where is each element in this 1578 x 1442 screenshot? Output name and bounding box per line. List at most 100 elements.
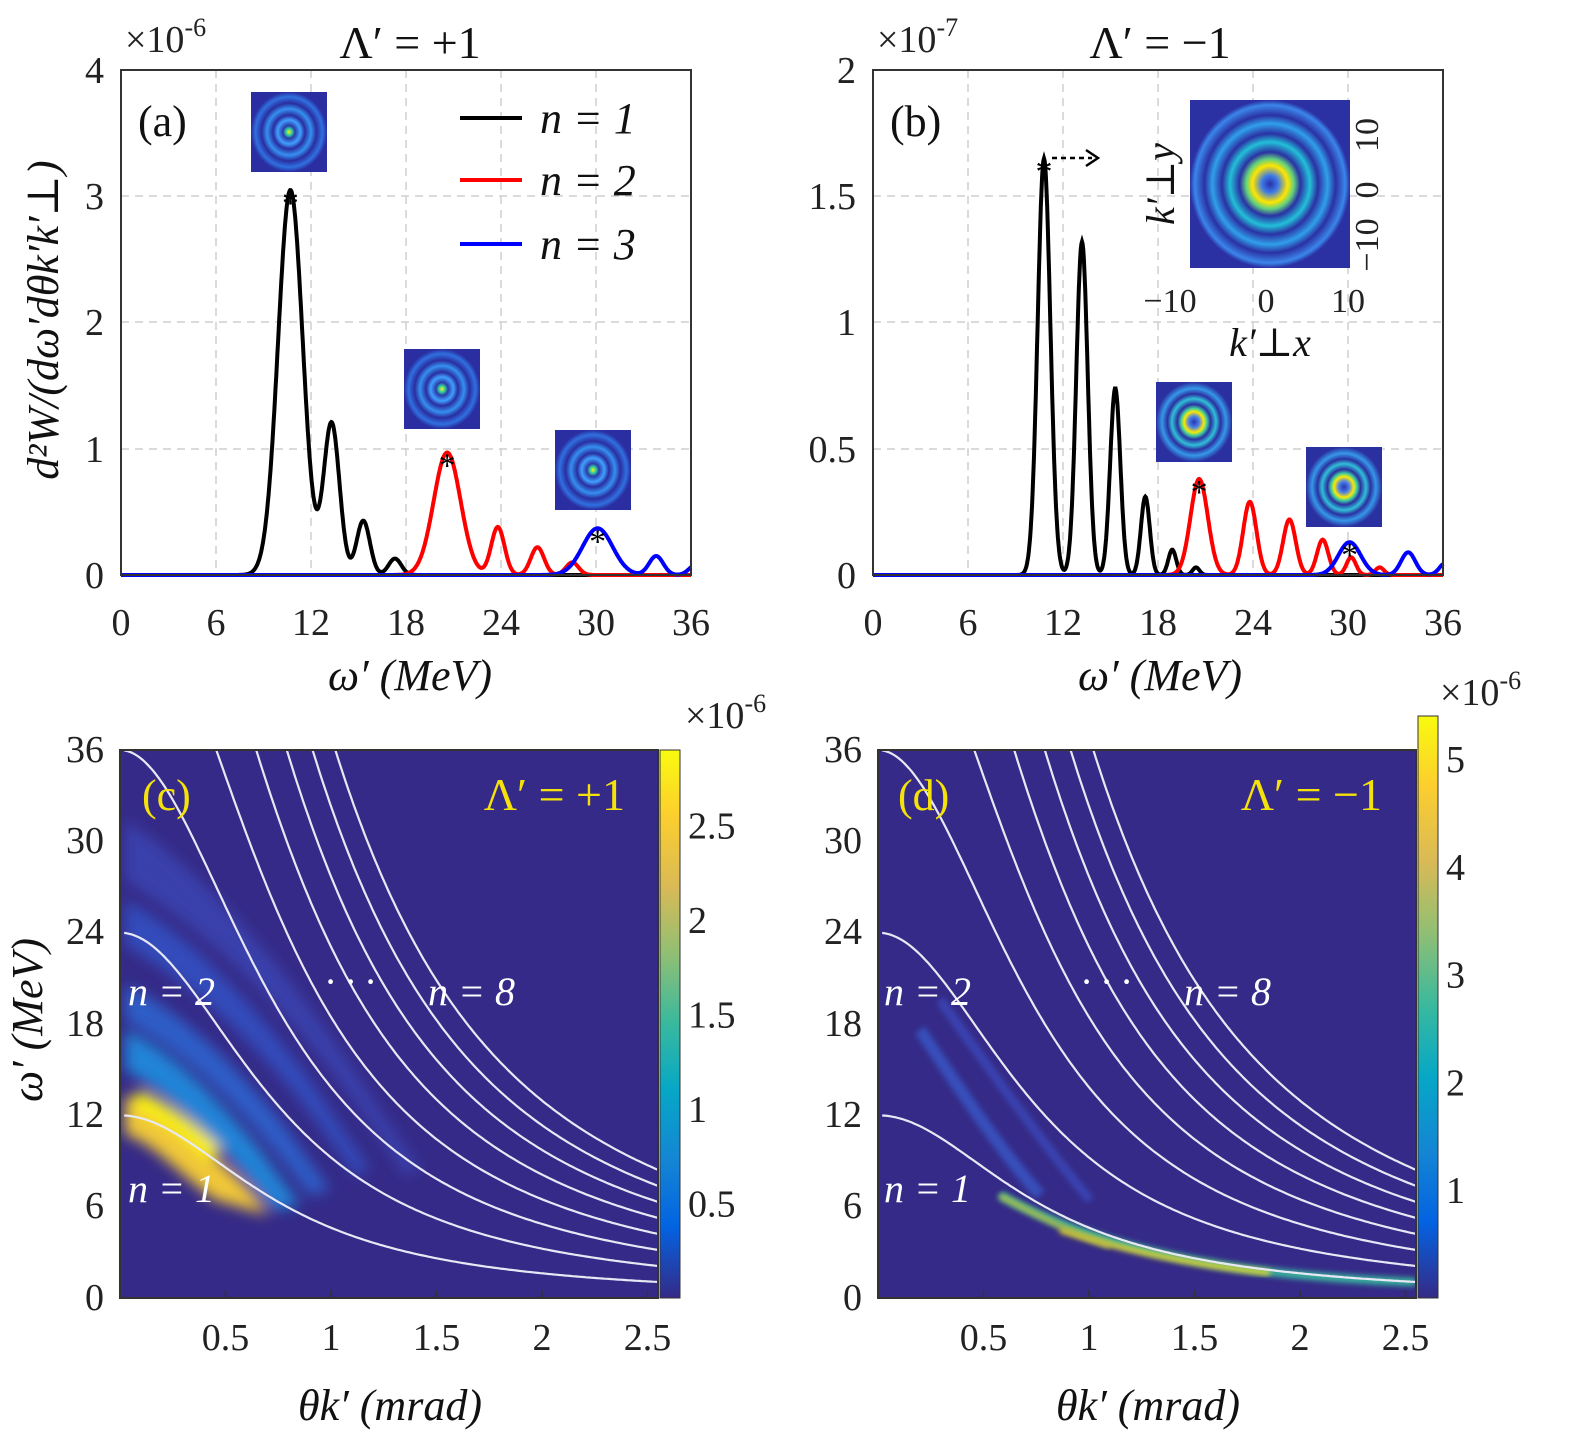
panel-a-ytick: 2 (85, 302, 104, 344)
panel-a-title: Λ′ = +1 (339, 17, 480, 68)
panel-b-xtick: 6 (959, 602, 978, 644)
harmonic-curve-n3 (123, 750, 658, 1251)
panel-b-axes-box (872, 69, 1444, 576)
panel-c-ytick: 24 (66, 911, 104, 953)
panel-a-yticks: 0 1 2 3 4 (85, 50, 104, 597)
panel-a-xtick: 18 (387, 602, 425, 644)
panel-a-thumb-n3 (555, 430, 631, 510)
panel-d-ytick: 24 (824, 911, 862, 953)
panel-a-xtick: 30 (577, 602, 615, 644)
panel-d-background (878, 750, 1416, 1298)
panel-d-yticks: 0 6 12 18 24 30 36 (824, 729, 862, 1319)
panel-a-xtick: 6 (207, 602, 226, 644)
panel-a-exponent: ×10-6 (125, 13, 206, 61)
panel-d-label-dots: · · · (1081, 959, 1131, 1004)
xtick: 2 (1290, 1317, 1309, 1359)
peak-marker: * (589, 523, 606, 560)
panel-c-label: (c) (142, 771, 191, 820)
xtick: 1 (321, 1317, 340, 1359)
panel-c-colorbar-exponent: ×10-6 (685, 689, 766, 737)
panel-c-ytick: 36 (66, 729, 104, 771)
panel-d-colorbar-ticks: 1 2 3 4 5 (1446, 739, 1465, 1212)
panel-c-title: Λ′ = +1 (484, 769, 625, 820)
panel-b-xtick: 18 (1139, 602, 1177, 644)
legend-entry-n1: n = 1 (540, 94, 636, 143)
peak-marker: * (439, 448, 456, 485)
harmonic-curve-n6 (285, 750, 658, 1203)
colorbar-tick: 5 (1446, 739, 1465, 781)
colorbar-tick: 1.5 (688, 995, 736, 1037)
panel-b-xlabel: ω′ (MeV) (1078, 651, 1242, 700)
panel-a-xtick: 0 (112, 602, 131, 644)
panel-c-label-n1: n = 1 (128, 1166, 215, 1211)
inset-xtick: 0 (1258, 283, 1275, 320)
inset-pointer-arrow (1052, 148, 1101, 168)
panel-c-harmonic-curves (123, 750, 658, 1284)
panel-a-peak-markers: * * * (282, 185, 606, 560)
inset-xtick: −10 (1143, 283, 1196, 320)
panel-c-ylabel: ω′ (MeV) (3, 938, 52, 1102)
peak-marker: * (282, 185, 299, 222)
panel-d-ytick: 12 (824, 1094, 862, 1136)
inset-ytick: 0 (1349, 182, 1386, 199)
panel-d-ytick: 0 (843, 1277, 862, 1319)
panel-a: 0 1 2 3 4 0 6 12 18 24 30 36 ×10-6 Λ′ = … (19, 13, 710, 700)
harmonic-curve-n1 (882, 1114, 1416, 1284)
panel-a-thumb-n2 (404, 349, 480, 429)
colorbar-tick: 2.5 (688, 806, 736, 848)
xtick: 2.5 (1382, 1317, 1430, 1359)
panel-d-ytick: 18 (824, 1003, 862, 1045)
harmonic-curve-n3 (881, 750, 1416, 1251)
panel-b-ytick: 0.5 (809, 429, 857, 471)
inset-xlabel: k′⊥x (1229, 320, 1311, 365)
panel-c-label-n2: n = 2 (128, 969, 215, 1014)
peak-marker: * (1191, 474, 1208, 511)
panel-b-ytick: 1.5 (809, 176, 857, 218)
panel-b-ytick: 1 (837, 302, 856, 344)
panel-c-axes-box (119, 749, 659, 1299)
panel-a-xlabel: ω′ (MeV) (328, 651, 492, 700)
panel-b-xticks: 0 6 12 18 24 30 36 (864, 602, 1463, 644)
panel-a-ylabel: d²W/(dω′dθk′k′⊥) (19, 160, 68, 479)
panel-c-yticks: 0 6 12 18 24 30 36 (66, 729, 104, 1319)
panel-c-ytick: 18 (66, 1003, 104, 1045)
xtick: 1.5 (413, 1317, 461, 1359)
harmonic-curve-n4 (215, 750, 658, 1235)
panel-c-colorbar (659, 749, 681, 1299)
peak-marker: * (1341, 537, 1358, 574)
panel-c-colorbar-ticks: 0.5 1 1.5 2 2.5 (688, 806, 736, 1226)
xtick: 1 (1079, 1317, 1098, 1359)
harmonic-curve-n5 (1013, 750, 1416, 1219)
panel-a-ytick: 0 (85, 555, 104, 597)
harmonic-curve-n8 (334, 750, 658, 1171)
panel-a-ytick: 1 (85, 429, 104, 471)
panel-c-xlabel: θk′ (mrad) (298, 1381, 482, 1430)
panel-b: 0 0.5 1 1.5 2 0 6 12 18 24 30 36 ×10-7 Λ… (809, 13, 1463, 700)
panel-a-thumb-n1 (251, 92, 327, 172)
harmonic-curve-n8 (1092, 750, 1416, 1171)
harmonic-curve-n7 (311, 750, 658, 1187)
xtick: 0.5 (202, 1317, 250, 1359)
colorbar-tick: 0.5 (688, 1184, 736, 1226)
inset-xtick: 10 (1331, 283, 1365, 320)
panel-a-xtick: 24 (482, 602, 520, 644)
panel-a-xtick: 36 (672, 602, 710, 644)
panel-d-harmonic-curves (881, 750, 1416, 1284)
legend-entry-n3: n = 3 (540, 220, 636, 269)
colorbar-tick: 3 (1446, 955, 1465, 997)
panel-b-ytick: 2 (837, 50, 856, 92)
panel-c-background (120, 750, 658, 1298)
harmonic-curve-n6 (1043, 750, 1416, 1203)
panel-b-xtick: 12 (1044, 602, 1082, 644)
panel-c-ytick: 30 (66, 820, 104, 862)
harmonic-curve-n2 (124, 931, 658, 1268)
xtick: 1.5 (1171, 1317, 1219, 1359)
panel-a-xtick: 12 (292, 602, 330, 644)
harmonic-curve-n7 (1069, 750, 1416, 1187)
panel-d-intensity (881, 750, 1416, 1286)
inset-ytick: 10 (1349, 118, 1386, 152)
panel-b-title: Λ′ = −1 (1089, 17, 1230, 68)
panel-b-exponent: ×10-7 (877, 13, 958, 61)
